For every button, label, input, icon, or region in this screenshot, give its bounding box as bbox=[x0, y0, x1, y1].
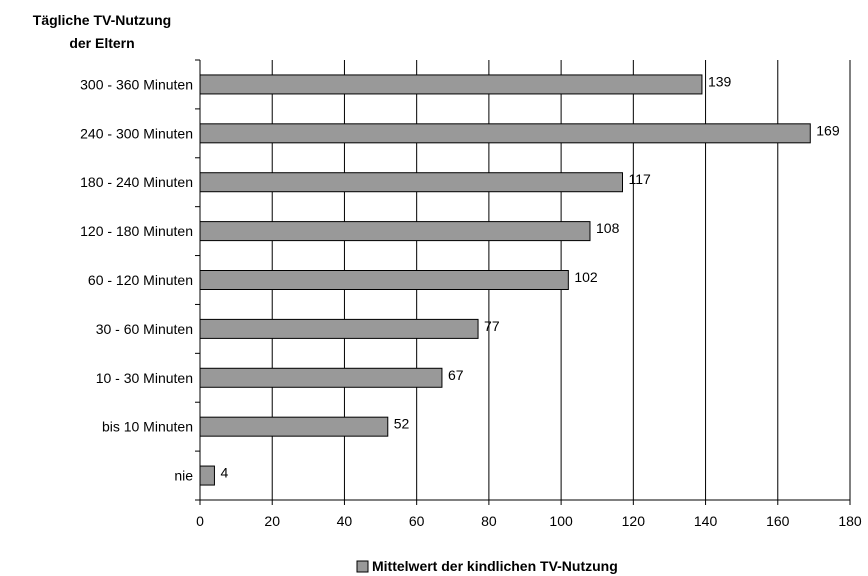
x-tick-label-100: 100 bbox=[549, 513, 573, 529]
labels: 0 20 40 60 80 100 120 140 160 180 300 - 360 Minute… bbox=[80, 73, 862, 529]
x-tick-label-140: 140 bbox=[694, 513, 718, 529]
bar-3 bbox=[199, 221, 591, 242]
data-label-7: 52 bbox=[394, 416, 410, 432]
category-label-6: 10 - 30 Minuten bbox=[96, 370, 193, 386]
category-label-5: 30 - 60 Minuten bbox=[96, 321, 193, 337]
bar-2 bbox=[199, 172, 623, 193]
bar-4 bbox=[199, 270, 569, 290]
category-label-7: bis 10 Minuten bbox=[102, 419, 193, 435]
category-label-0: 300 - 360 Minuten bbox=[80, 76, 193, 92]
data-label-6: 67 bbox=[448, 367, 464, 383]
x-tick-label-120: 120 bbox=[622, 513, 646, 529]
bar-7 bbox=[199, 416, 389, 437]
x-tick-label-160: 160 bbox=[766, 513, 790, 529]
chart-title-line-1: Tägliche TV-Nutzung bbox=[33, 12, 171, 28]
x-tick-label-0: 0 bbox=[196, 513, 204, 529]
category-label-8: nie bbox=[174, 468, 193, 484]
x-tick-label-60: 60 bbox=[409, 513, 425, 529]
legend-swatch bbox=[356, 560, 369, 573]
data-label-3: 108 bbox=[596, 220, 620, 236]
bar-6 bbox=[199, 367, 443, 388]
bar-0 bbox=[199, 74, 703, 95]
chart-title-line-2: der Eltern bbox=[69, 35, 134, 51]
category-label-4: 60 - 120 Minuten bbox=[88, 272, 193, 288]
bar-1 bbox=[199, 123, 811, 144]
category-label-2: 180 - 240 Minuten bbox=[80, 174, 193, 190]
category-label-3: 120 - 180 Minuten bbox=[80, 223, 193, 239]
bar-5 bbox=[199, 318, 479, 339]
x-tick-label-20: 20 bbox=[264, 513, 280, 529]
x-tick-label-180: 180 bbox=[838, 513, 862, 529]
data-label-5: 77 bbox=[484, 318, 500, 334]
category-label-1: 240 - 300 Minuten bbox=[80, 125, 193, 141]
data-label-2: 117 bbox=[629, 171, 652, 187]
bar-8 bbox=[199, 465, 215, 486]
data-label-4: 102 bbox=[574, 269, 598, 285]
axes bbox=[195, 59, 851, 505]
legend-label: Mittelwert der kindlichen TV-Nutzung bbox=[372, 558, 618, 574]
data-label-1: 169 bbox=[816, 122, 840, 138]
data-label-0: 139 bbox=[708, 73, 732, 89]
bars bbox=[199, 74, 811, 486]
x-tick-label-80: 80 bbox=[481, 513, 497, 529]
x-tick-label-40: 40 bbox=[337, 513, 353, 529]
legend: Mittelwert der kindlichen TV-Nutzung bbox=[356, 558, 618, 574]
data-label-8: 4 bbox=[220, 465, 228, 481]
